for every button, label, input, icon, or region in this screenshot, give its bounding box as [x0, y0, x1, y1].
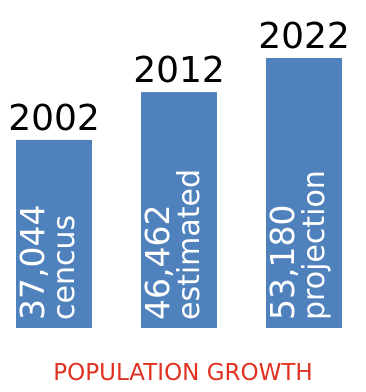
year-label-2012: 2012	[133, 50, 225, 91]
bar-descriptor-label-2022: projection	[297, 170, 332, 320]
bar-2012	[141, 92, 217, 328]
bar-descriptor-label-2012: estimated	[172, 169, 207, 320]
bar-2002	[16, 139, 92, 328]
year-label-2002: 2002	[8, 98, 100, 139]
bar-value-label-2012: 46,462	[138, 205, 177, 320]
chart-title: POPULATION GROWTH	[53, 360, 312, 386]
bar-2022	[266, 58, 342, 328]
bar-value-label-2022: 53,180	[263, 205, 302, 320]
bar-descriptor-label-2002: cencus	[47, 215, 82, 320]
bar-value-label-2002: 37,044	[13, 205, 52, 320]
year-label-2022: 2022	[258, 16, 350, 57]
